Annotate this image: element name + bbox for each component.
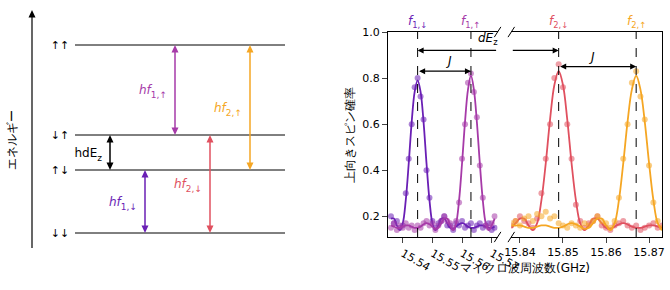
svg-text:15.87: 15.87 [633, 246, 665, 259]
svg-text:↓↑: ↓↑ [51, 129, 69, 142]
svg-text:↓↓: ↓↓ [51, 227, 69, 240]
svg-text:f​1,↓​: f​1,↓​ [408, 14, 427, 30]
svg-text:15.55: 15.55 [428, 247, 462, 274]
svg-text:0.4: 0.4 [362, 164, 380, 177]
svg-text:f​2,↓​: f​2,↓​ [549, 14, 568, 30]
svg-text:マイクロ波周波数(GHz): マイクロ波周波数(GHz) [460, 261, 590, 275]
svg-text:hf1,↓: hf1,↓ [109, 195, 137, 212]
svg-text:0.6: 0.6 [362, 118, 380, 131]
svg-text:0.8: 0.8 [362, 72, 380, 85]
svg-text:↑↓: ↑↓ [51, 164, 69, 177]
svg-text:f​1,↑​: f​1,↑​ [461, 14, 480, 30]
svg-text:f​2,↑​: f​2,↑​ [627, 14, 646, 30]
svg-text:↑↑: ↑↑ [51, 39, 69, 52]
svg-text:hf2,↑: hf2,↑ [214, 101, 242, 118]
svg-text:dE​z​: dE​z​ [478, 31, 498, 47]
svg-text:15.57: 15.57 [487, 247, 521, 274]
svg-text:1.0: 1.0 [362, 26, 380, 39]
svg-text:hf1,↑: hf1,↑ [139, 83, 167, 100]
svg-text:上向きスピン確率: 上向きスピン確率 [343, 87, 357, 183]
svg-text:hf2,↓: hf2,↓ [174, 177, 202, 194]
svg-text:15.56: 15.56 [458, 247, 492, 274]
svg-text:15.86: 15.86 [590, 246, 622, 259]
svg-text:エネルギー: エネルギー [5, 110, 19, 170]
svg-text:15.85: 15.85 [547, 246, 579, 259]
svg-text:0.2: 0.2 [362, 210, 380, 223]
svg-text:hdEz: hdEz [74, 146, 102, 163]
svg-text:J: J [589, 50, 595, 64]
svg-text:15.84: 15.84 [504, 246, 536, 259]
svg-text:J: J [446, 54, 452, 68]
svg-text:15.54: 15.54 [399, 247, 433, 274]
